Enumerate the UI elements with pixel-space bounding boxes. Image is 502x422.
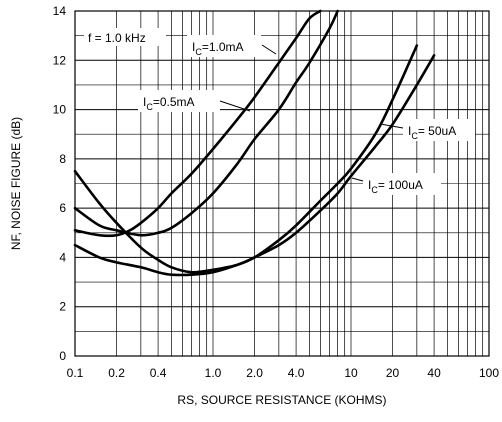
leader-line-50ua [379, 123, 404, 129]
annotation-layer: f = 1.0 kHz IC=1.0mA IC=0.5mA IC= 50uA IC= 1… [84, 28, 475, 195]
y-tick-label: 0 [59, 349, 66, 363]
y-tick-label: 14 [53, 4, 67, 18]
y-tick-label: 4 [59, 250, 66, 264]
axis-layer: 0 2 4 6 8 10 12 14 0.1 0.2 0.4 1.0 2.0 4.0 10 20 40 100 NF… [9, 4, 499, 407]
series-label-ic-50ua: IC= 50uA [408, 124, 456, 141]
x-tick-label: 20 [386, 366, 400, 380]
series-label-ic-0p5ma: IC=0.5mA [143, 95, 195, 112]
leader-line-1ma [261, 44, 277, 55]
condition-label: f = 1.0 kHz [88, 31, 146, 45]
leader-line-0p5ma [219, 100, 251, 112]
x-tick-label: 0.4 [150, 366, 167, 380]
x-tick-label: 0.1 [67, 366, 84, 380]
x-tick-label: 40 [427, 366, 441, 380]
y-axis-title: NF, NOISE FIGURE (dB) [9, 117, 23, 250]
leader-line-100ua [351, 177, 364, 182]
series-label-ic-0p5ma-bg [138, 90, 220, 112]
series-line-4 [73, 44, 419, 277]
y-tick-label: 8 [59, 152, 66, 166]
x-tick-label: 0.2 [108, 366, 125, 380]
y-tick-label: 6 [59, 201, 66, 215]
y-tick-label: 12 [53, 53, 67, 67]
series-label-ic-1ma: IC=1.0mA [192, 40, 244, 57]
series-label-ic-1ma-bg [187, 35, 261, 57]
x-axis-title: RS, SOURCE RESISTANCE (KOHMS) [177, 393, 386, 407]
x-tick-label: 2.0 [246, 366, 263, 380]
series-layer [73, 9, 436, 277]
x-tick-label: 100 [479, 366, 499, 380]
series-label-ic-100ua-bg [363, 173, 441, 195]
series-label-ic-100ua: IC= 100uA [368, 178, 423, 195]
x-tick-label: 4.0 [288, 366, 305, 380]
series-line-1 [73, 9, 322, 238]
series-label-ic-50ua-bg [403, 119, 475, 141]
condition-label-bg [84, 28, 166, 46]
plot-frame [74, 10, 490, 357]
y-tick-label: 10 [53, 103, 67, 117]
x-tick-label: 10 [344, 366, 358, 380]
y-tick-label: 2 [59, 300, 66, 314]
x-tick-label: 1.0 [205, 366, 222, 380]
